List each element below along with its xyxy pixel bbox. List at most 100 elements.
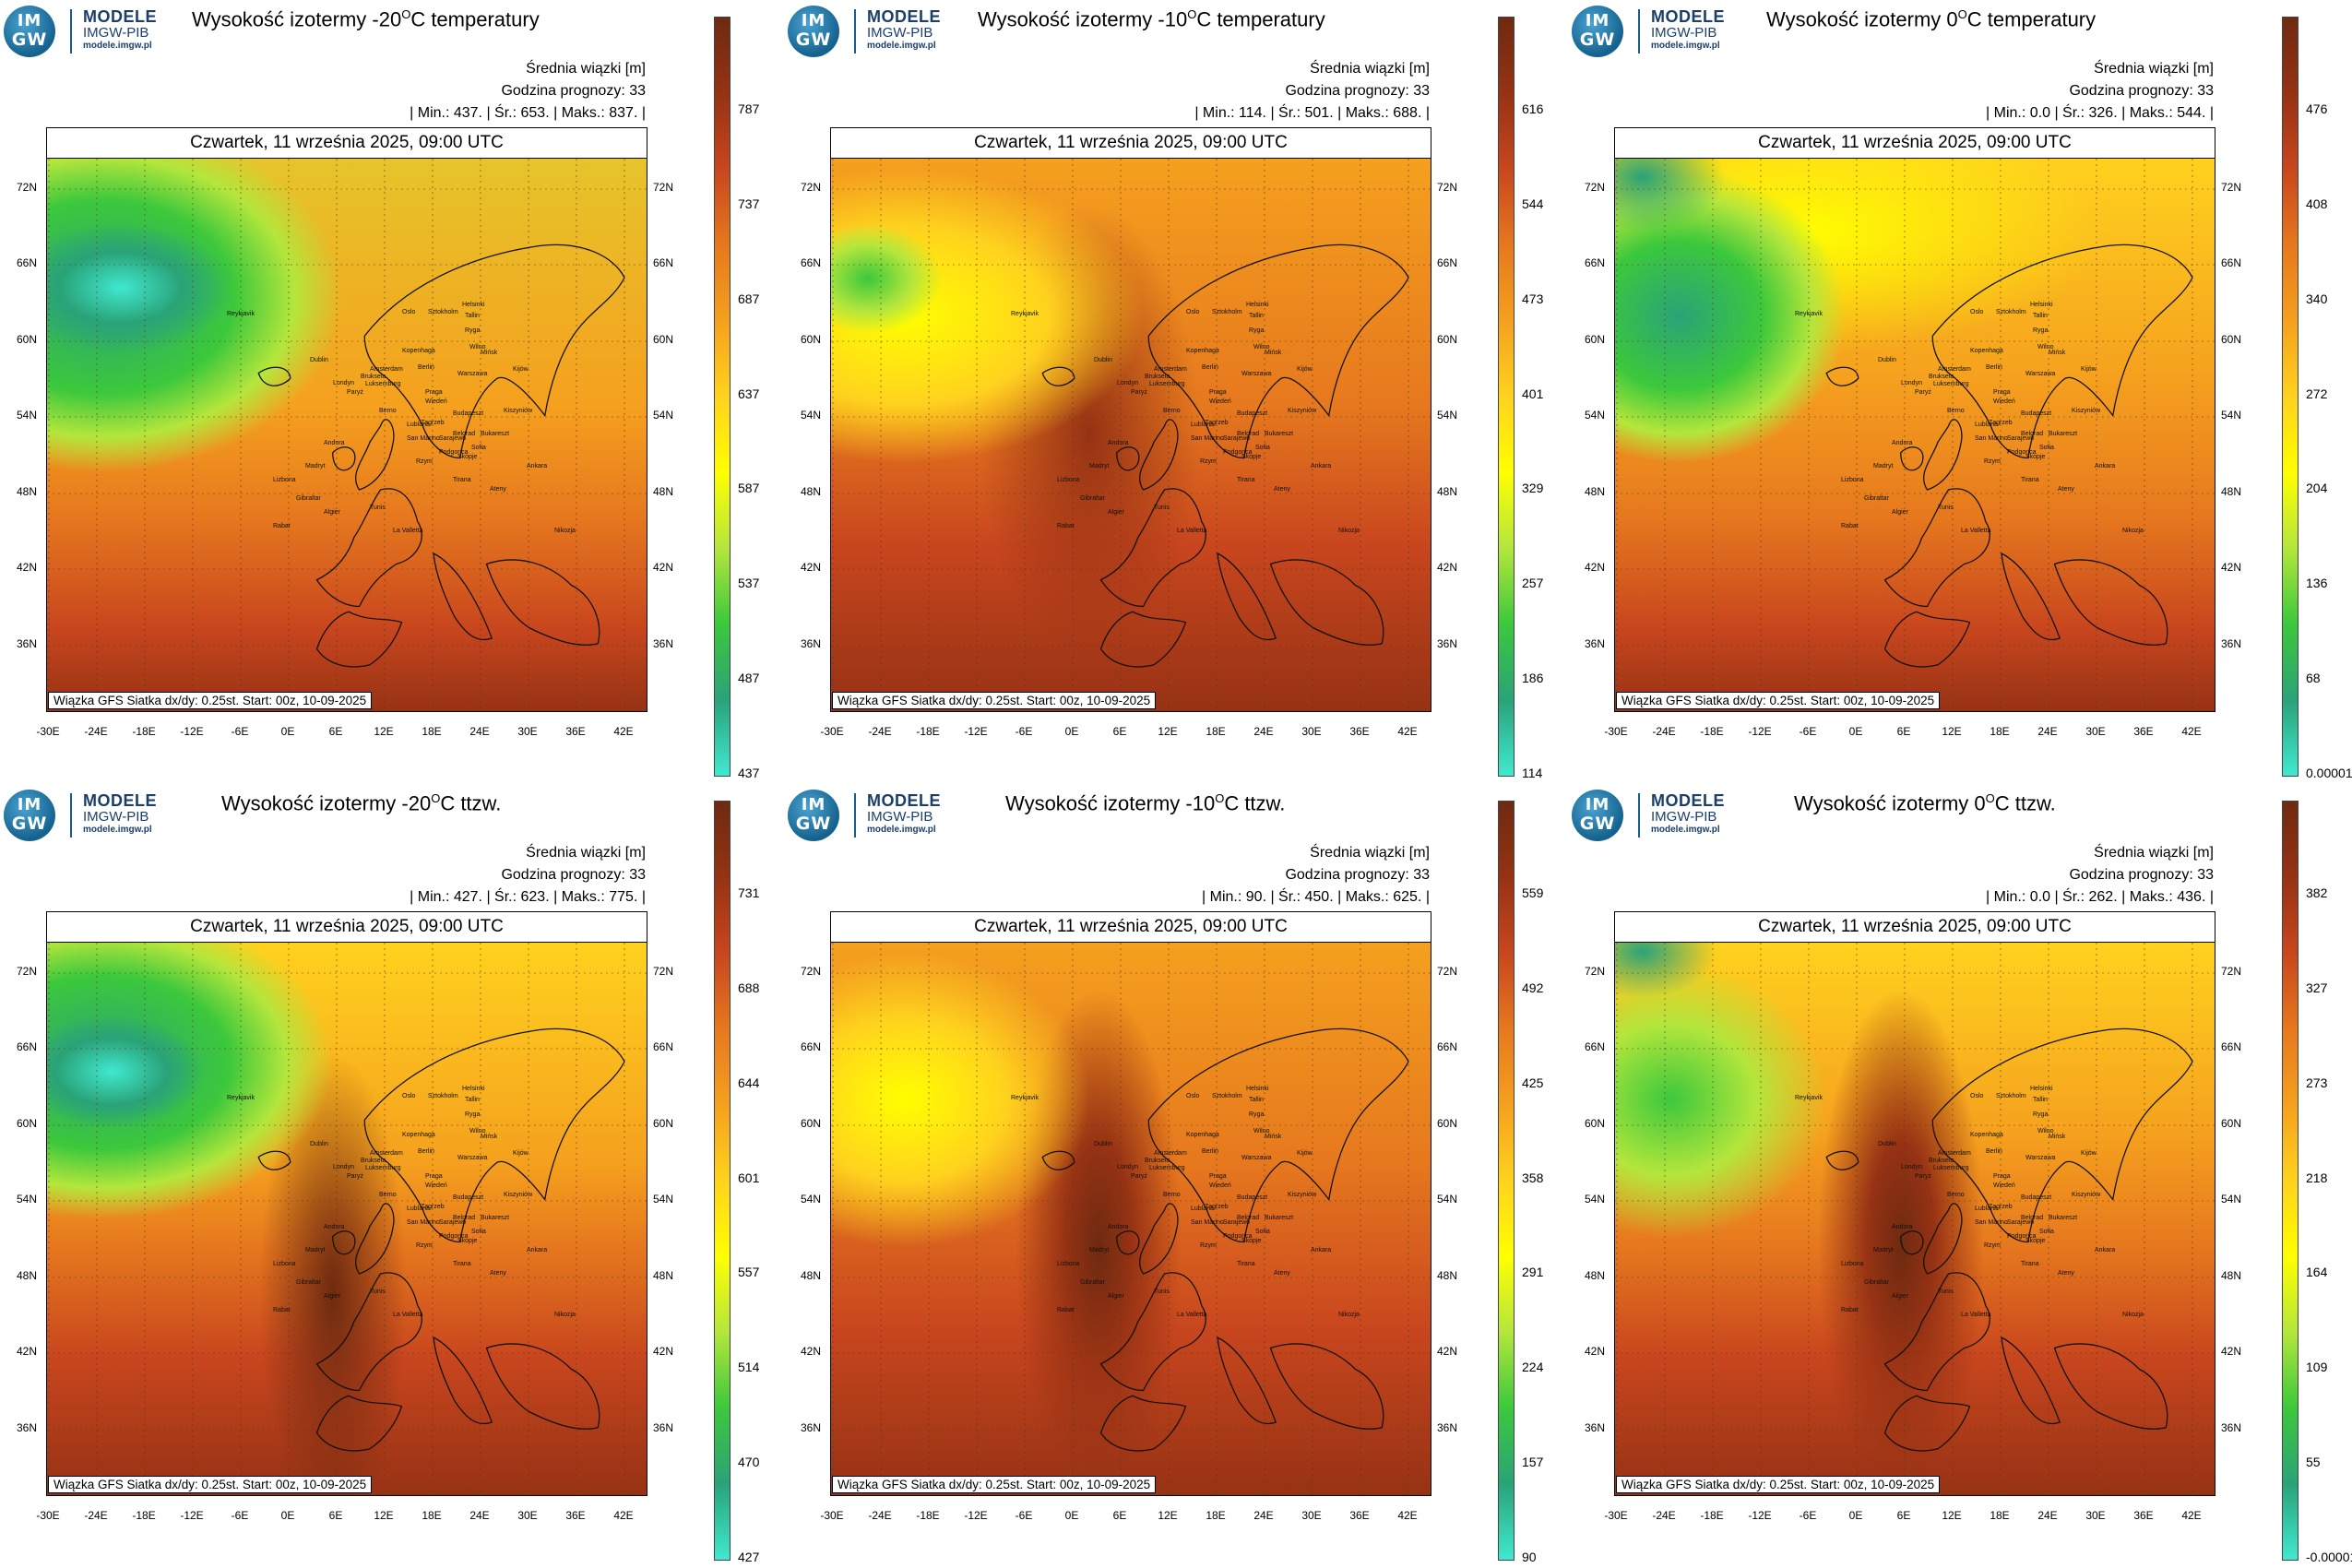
longitude-label: -24E	[1652, 1509, 1676, 1522]
longitude-label: 42E	[1397, 725, 1418, 738]
forecast-hour-label: Godzina prognozy: 33	[1285, 867, 1430, 883]
city-label: Bukareszt	[481, 1215, 509, 1221]
latitude-label: 60N	[1437, 333, 1458, 346]
city-label: Dublin	[310, 1141, 328, 1147]
city-label: Mińsk	[2049, 350, 2066, 356]
map-overlay: Oslo Sztokholm Helsinki Tallin Ryga WilnoMińs…	[1615, 159, 2215, 711]
city-label: Algier	[1108, 1293, 1125, 1300]
city-label: Reykjavik	[227, 311, 255, 317]
city-label: Madryt	[1089, 463, 1109, 469]
longitude-label: 24E	[1253, 725, 1274, 738]
colorbar	[714, 801, 731, 1561]
city-label: Paryż	[1915, 389, 1931, 396]
coastline	[257, 1028, 625, 1452]
latitude-label: 54N	[1437, 409, 1458, 422]
logo-divider	[70, 793, 72, 837]
latitude-label: 36N	[801, 1421, 822, 1434]
city-label: Sarajewo	[1223, 1219, 1250, 1226]
isotherm-field-map[interactable]: Oslo Sztokholm Helsinki Tallin Ryga Wilno Mińs…	[1615, 943, 2215, 1495]
city-label: Belgrad	[2021, 1215, 2043, 1221]
city-label: Gibraltar	[1864, 1279, 1890, 1286]
longitude-label: 0E	[280, 725, 295, 738]
city-label: Ryga	[1249, 327, 1264, 334]
latitude-label: 36N	[653, 1421, 674, 1434]
city-label: Lublana	[1191, 422, 1214, 428]
longitude-label: -6E	[1015, 725, 1033, 738]
longitude-label: 36E	[2133, 1509, 2154, 1522]
longitude-label: 12E	[1158, 1509, 1178, 1522]
city-label: Algier	[324, 509, 341, 516]
imgw-logo: IM GW MODELE IMGW-PIB modele.imgw.pl	[4, 6, 170, 57]
logo-url: modele.imgw.pl	[867, 825, 936, 835]
colorbar	[1498, 17, 1515, 777]
isotherm-field-map[interactable]: Oslo Sztokholm Helsinki Tallin Ryga Wilno Mińs…	[831, 159, 1431, 711]
colorbar-tick-label: 637	[738, 386, 760, 401]
colorbar-tick-label: 559	[1522, 885, 1544, 900]
city-label: La Valletta	[1961, 1312, 1991, 1318]
latitude-label: 48N	[653, 485, 674, 498]
isotherm-field-map[interactable]: Oslo Sztokholm Helsinki Tallin Ryga Wilno Mińs…	[47, 159, 647, 711]
longitude-label: 18E	[1990, 725, 2010, 738]
colorbar-tick-label: 136	[2306, 576, 2328, 591]
city-label: Amsterdam	[1938, 1150, 1971, 1157]
city-label: Luksemburg	[365, 1165, 401, 1171]
city-label: Londyn	[333, 380, 354, 386]
city-label: Belgrad	[453, 431, 475, 437]
latitude-label: 72N	[1437, 965, 1458, 978]
longitude-label: 30E	[2085, 1509, 2106, 1522]
map-panel: IM GW MODELE IMGW-PIB modele.imgw.pl Wysokość…	[784, 784, 1568, 1568]
logo-url: modele.imgw.pl	[83, 825, 152, 835]
city-label: Praga	[1993, 1173, 2011, 1180]
city-label: Gibraltar	[1864, 495, 1890, 502]
colorbar-tick-label: 514	[738, 1360, 760, 1375]
latitude-label: 72N	[2221, 181, 2242, 194]
longitude-label: -6E	[1015, 1509, 1033, 1522]
latitude-label: 42N	[17, 1345, 38, 1358]
valid-date: Czwartek, 11 września 2025, 09:00 UTC	[1615, 912, 2215, 943]
latitude-label: 42N	[1437, 561, 1458, 574]
city-label: Algier	[324, 1293, 341, 1300]
city-label: Amsterdam	[1938, 366, 1971, 373]
panel-title: Wysokość izotermy 0OC temperatury	[1766, 7, 2097, 31]
isotherm-field-map[interactable]: Oslo Sztokholm Helsinki Tallin Ryga Wilno Mińs…	[47, 943, 647, 1495]
city-label: San Marino	[1975, 435, 2008, 442]
mean-label: Średnia wiązki [m]	[1310, 845, 1430, 861]
city-label: Berlin	[418, 1148, 434, 1155]
longitude-label: 6E	[1896, 1509, 1911, 1522]
colorbar-tick-label: 164	[2306, 1265, 2328, 1280]
latitude-label: 54N	[2221, 409, 2242, 422]
logo-title: MODELE	[1651, 791, 1726, 810]
city-label: Sztokholm	[1996, 309, 2026, 315]
city-label: Reykjavik	[1011, 1095, 1039, 1101]
latitude-label: 54N	[17, 409, 38, 422]
colorbar-tick-label: 687	[738, 291, 760, 306]
city-label: Belgrad	[453, 1215, 475, 1221]
city-label: Rabat	[1057, 523, 1075, 529]
city-label: Rzym	[1200, 1242, 1217, 1249]
panel-title: Wysokość izotermy 0OC ttzw.	[1794, 791, 2056, 815]
latitude-label: 48N	[653, 1269, 674, 1282]
coastline	[1825, 1028, 2193, 1452]
city-label: Ryga	[465, 1111, 480, 1118]
latitude-label: 36N	[17, 637, 38, 650]
map-frame: Czwartek, 11 września 2025, 09:00 UTC Osl…	[1614, 911, 2215, 1496]
map-frame: Czwartek, 11 września 2025, 09:00 UTC Osl…	[1614, 127, 2215, 712]
city-label: Rabat	[273, 1307, 291, 1313]
city-label: Oslo	[1970, 1093, 1984, 1099]
city-label: La Valletta	[1177, 528, 1207, 534]
logo-title: MODELE	[83, 791, 158, 810]
colorbar-tick-label: 68	[2306, 671, 2321, 686]
isotherm-field-map[interactable]: Oslo Sztokholm Helsinki Tallin Ryga Wilno Mińs…	[831, 943, 1431, 1495]
latitude-label: 42N	[1585, 561, 1606, 574]
colorbar-tick-label: 327	[2306, 980, 2328, 995]
city-label: Ateny	[1274, 1270, 1290, 1277]
isotherm-field-map[interactable]: Oslo Sztokholm Helsinki Tallin Ryga Wilno Mińs…	[1615, 159, 2215, 711]
latitude-label: 66N	[653, 1040, 674, 1053]
city-label: Ryga	[2033, 1111, 2048, 1118]
longitude-label: 6E	[1112, 725, 1127, 738]
latitude-label: 66N	[17, 1040, 38, 1053]
city-label: Podgorica	[439, 449, 469, 456]
city-label: Wilno	[469, 344, 486, 350]
city-label: Bruksela	[1929, 374, 1954, 380]
longitude-label: -24E	[868, 1509, 892, 1522]
